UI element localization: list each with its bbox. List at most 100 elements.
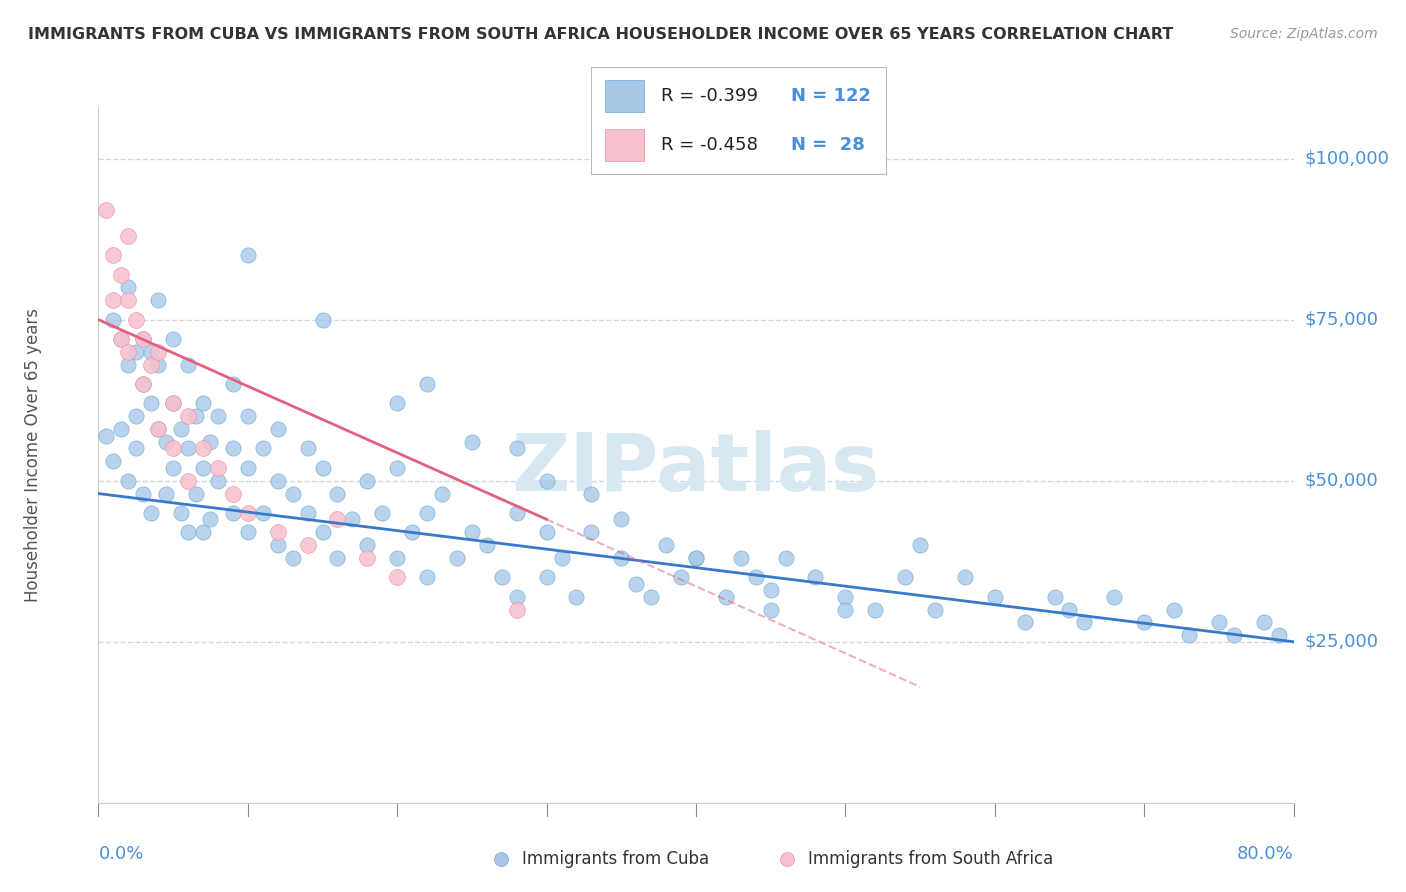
Point [110,268,132,282]
Point [132,332,155,346]
Point [132,486,155,500]
Point [1267,628,1289,642]
Text: R = -0.458: R = -0.458 [661,136,758,154]
Point [475,538,498,552]
Point [139,344,162,359]
Point [581,525,603,540]
Point [953,570,976,584]
Point [155,486,177,500]
Point [139,358,162,372]
Point [356,538,378,552]
Text: Immigrants from South Africa: Immigrants from South Africa [808,849,1053,868]
Point [385,570,409,584]
Point [117,358,139,372]
Point [581,486,603,500]
Point [117,293,139,308]
Point [162,460,184,475]
Point [236,506,259,520]
Point [924,602,946,616]
Point [506,590,529,604]
Point [125,344,148,359]
Point [267,525,290,540]
Point [1163,602,1185,616]
Point [804,570,827,584]
Point [775,551,797,566]
Point [834,590,856,604]
Point [385,396,409,410]
Text: 0.0%: 0.0% [98,845,143,863]
Point [125,409,148,424]
Point [103,454,125,468]
Point [110,332,132,346]
Point [252,442,274,456]
Point [759,583,782,598]
Point [624,576,647,591]
Point [222,442,245,456]
Point [908,538,931,552]
Point [125,442,148,456]
Point [148,422,170,436]
Point [1104,590,1126,604]
Point [281,551,304,566]
Point [297,538,319,552]
Point [416,570,439,584]
Text: $25,000: $25,000 [1305,632,1379,651]
Point [148,344,170,359]
Point [200,512,222,526]
Point [222,506,245,520]
Point [461,525,484,540]
Point [148,358,170,372]
Text: $50,000: $50,000 [1305,472,1378,490]
Point [191,525,214,540]
Point [139,506,162,520]
Point [94,203,117,218]
Point [191,396,214,410]
Point [776,851,799,865]
Point [1133,615,1156,630]
Text: R = -0.399: R = -0.399 [661,87,758,104]
Point [191,442,214,456]
Point [117,344,139,359]
Point [1073,615,1095,630]
Point [536,525,558,540]
Point [311,525,333,540]
Bar [606,79,644,112]
Point [267,538,290,552]
Point [1178,628,1201,642]
Point [416,377,439,392]
Point [117,474,139,488]
Point [730,551,752,566]
Text: 80.0%: 80.0% [1237,845,1294,863]
Point [103,248,125,262]
Point [491,570,513,584]
Bar [606,129,644,161]
Point [125,312,148,326]
Point [162,396,184,410]
Point [132,377,155,392]
Point [236,248,259,262]
Point [117,280,139,294]
Point [489,851,512,865]
Point [132,377,155,392]
Point [430,486,453,500]
Point [401,525,423,540]
Point [356,551,378,566]
Point [267,422,290,436]
Text: IMMIGRANTS FROM CUBA VS IMMIGRANTS FROM SOUTH AFRICA HOUSEHOLDER INCOME OVER 65 : IMMIGRANTS FROM CUBA VS IMMIGRANTS FROM … [28,27,1174,42]
Point [117,228,139,243]
Point [103,312,125,326]
Point [148,293,170,308]
Point [177,525,200,540]
Point [356,474,378,488]
Point [177,409,200,424]
Point [385,551,409,566]
Point [162,332,184,346]
Point [184,409,207,424]
Point [311,312,333,326]
Point [222,377,245,392]
Point [506,506,529,520]
Point [297,506,319,520]
Point [110,422,132,436]
Point [207,474,229,488]
Point [236,409,259,424]
